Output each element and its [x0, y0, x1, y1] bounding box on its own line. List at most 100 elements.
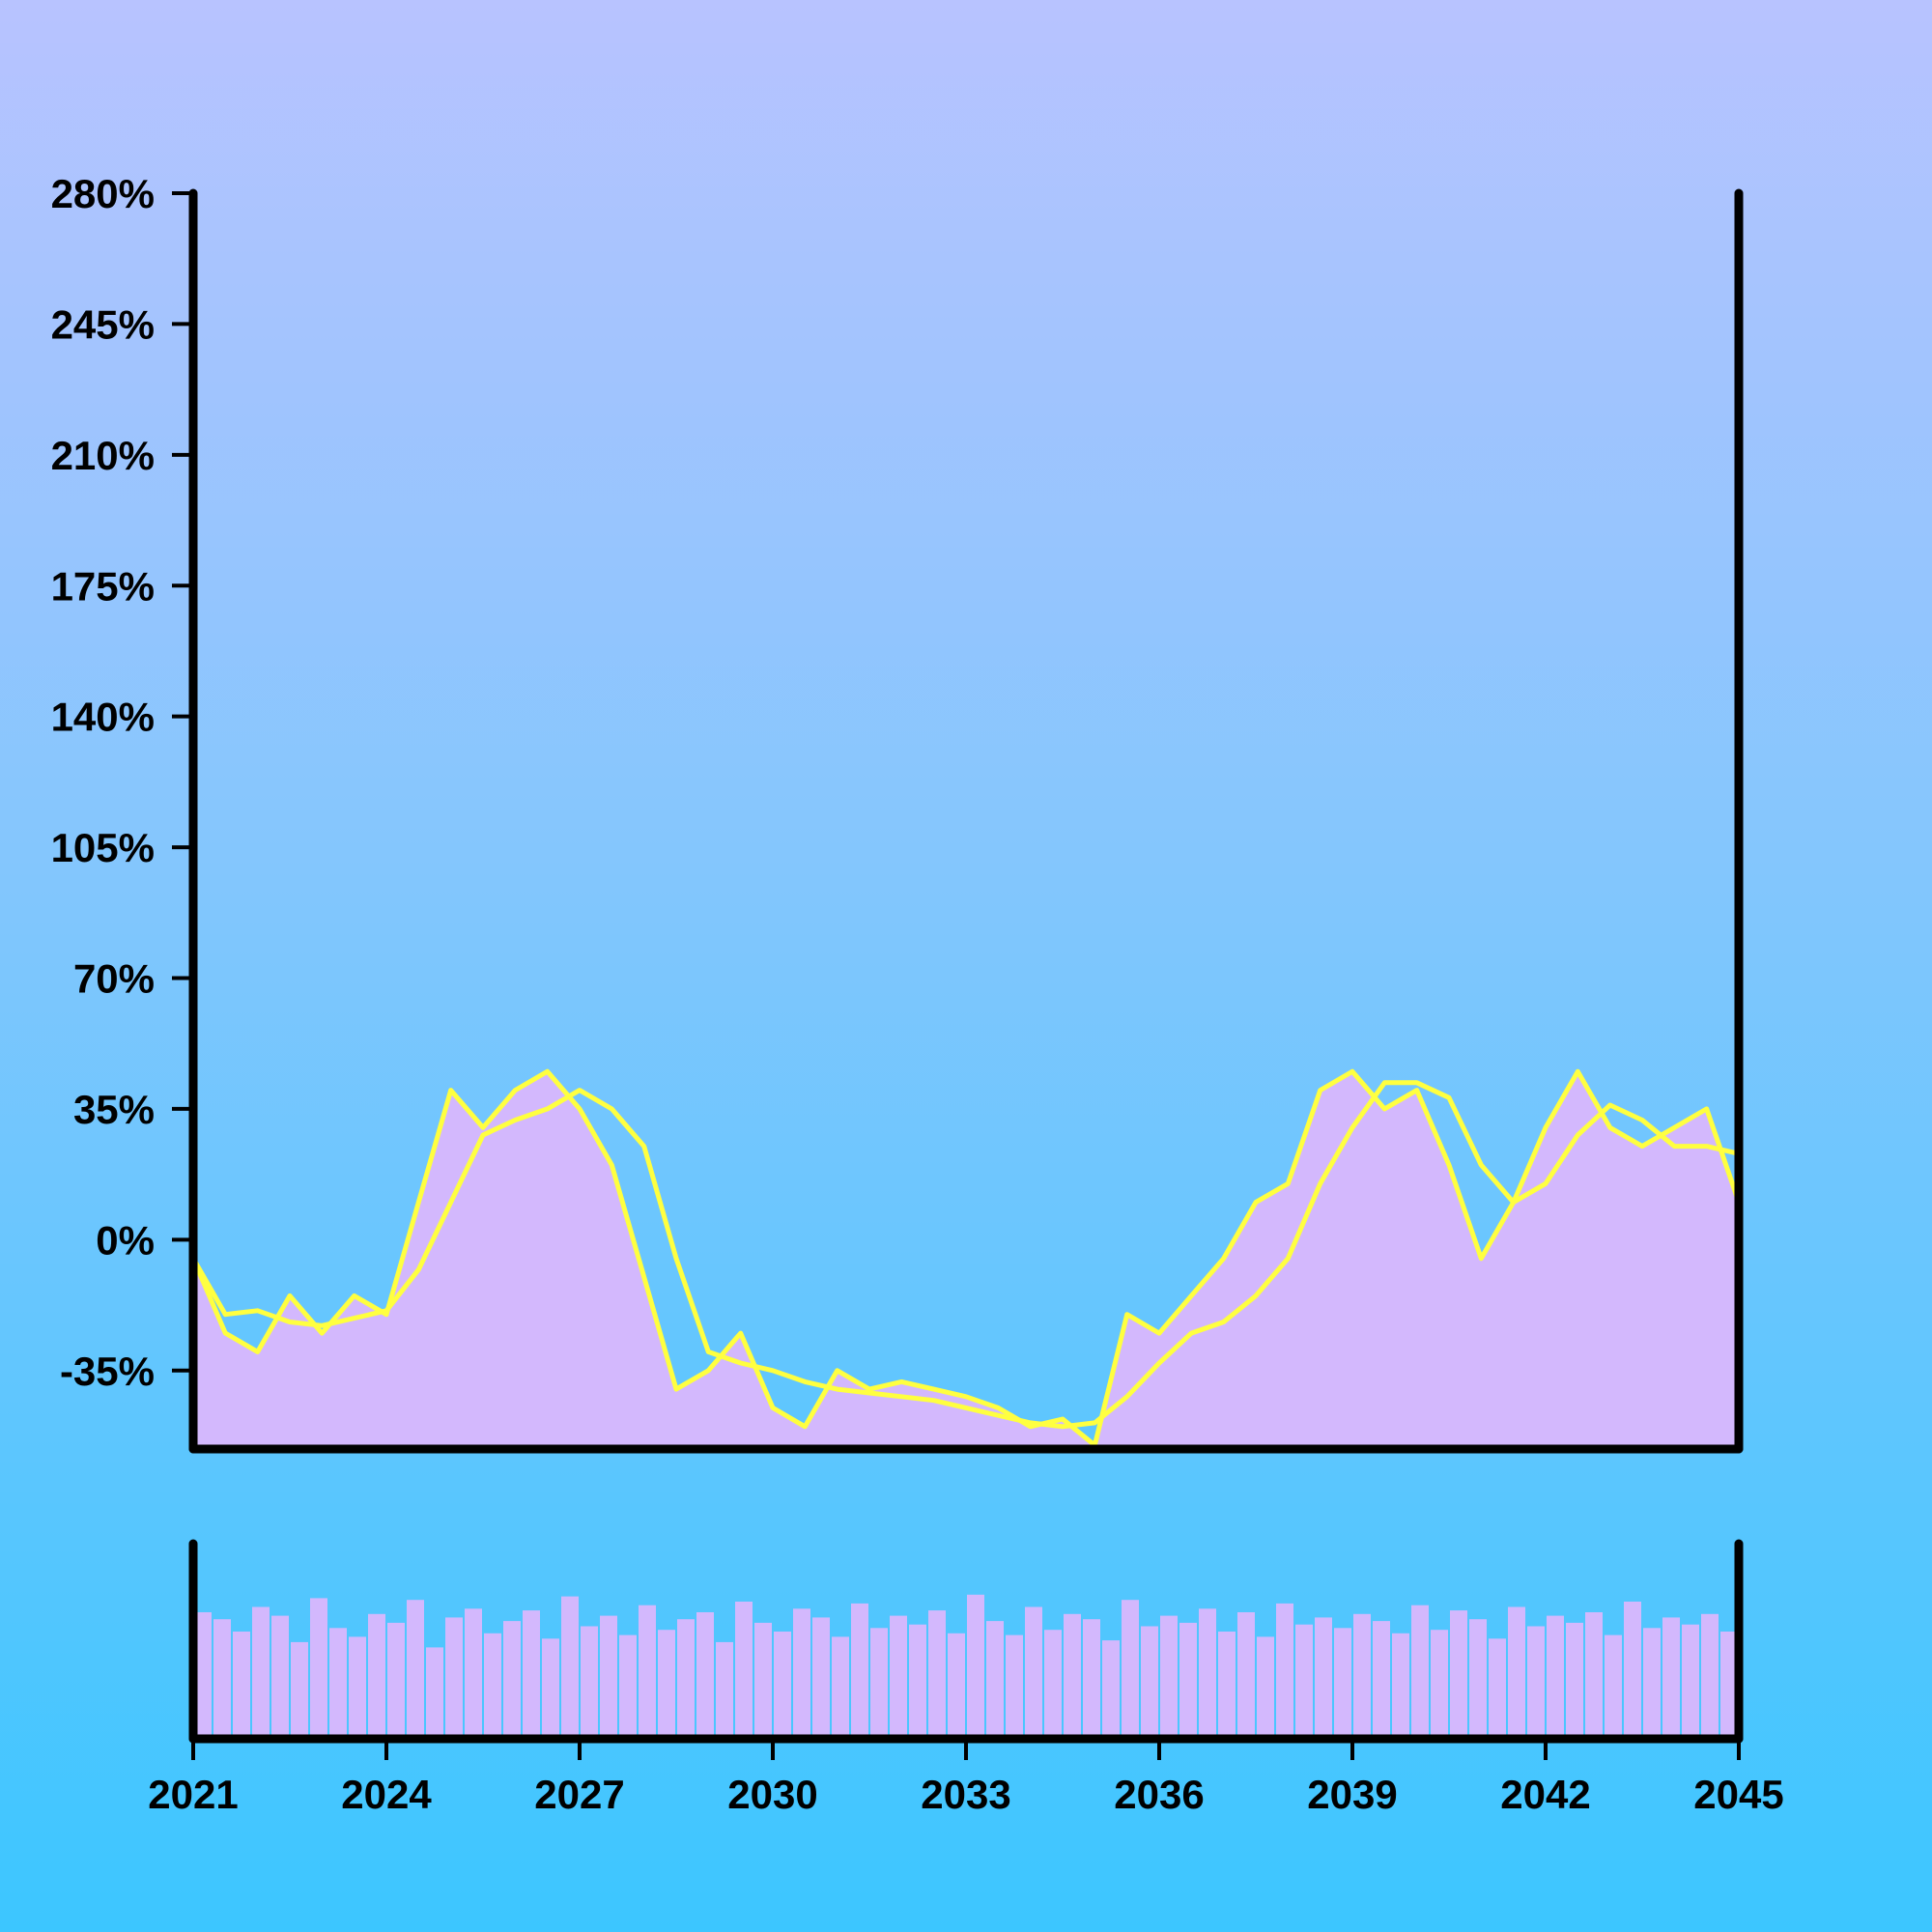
volume-bar [1102, 1640, 1120, 1739]
x-tick-label: 2024 [341, 1772, 432, 1817]
volume-bar [1179, 1622, 1197, 1739]
y-tick-label: 210% [51, 433, 155, 478]
y-tick-label: 35% [73, 1087, 155, 1132]
volume-bar [1469, 1619, 1487, 1739]
main-line-layer [190, 1080, 1740, 1430]
volume-bar [387, 1622, 405, 1739]
volume-bar [1334, 1628, 1351, 1739]
volume-bar [1218, 1632, 1236, 1739]
y-tick-label: -35% [60, 1349, 155, 1394]
volume-bar [1720, 1632, 1738, 1739]
volume-bar [1450, 1610, 1467, 1739]
volume-bar [252, 1606, 270, 1739]
x-tick-label: 2021 [148, 1772, 238, 1817]
volume-bar [658, 1630, 675, 1739]
volume-bar [677, 1619, 695, 1739]
volume-bar [812, 1617, 830, 1739]
volume-bar [696, 1612, 714, 1739]
volume-bar [542, 1638, 559, 1739]
volume-bar [600, 1615, 617, 1739]
volume-bar [1276, 1603, 1293, 1739]
volume-bar [1006, 1634, 1023, 1739]
volume-bar [928, 1610, 946, 1739]
volume-bar [1199, 1608, 1216, 1739]
line-series [190, 1080, 1740, 1430]
volume-bar [1682, 1624, 1699, 1739]
volume-bar [832, 1636, 849, 1739]
volume-bar [194, 1612, 212, 1739]
volume-bar [1411, 1605, 1429, 1739]
y-tick-label: 70% [73, 956, 155, 1002]
labels-layer: -35% 0% 35% 70% 105% 140% 175% 210% 245% 280% 2021… [51, 171, 1784, 1817]
volume-bar [523, 1610, 540, 1739]
volume-bar [484, 1633, 501, 1739]
volume-bar [1257, 1636, 1274, 1739]
y-tick-label: 0% [96, 1217, 155, 1263]
volume-bar [213, 1619, 231, 1739]
volume-bar [271, 1615, 289, 1739]
axes-layer [172, 188, 1744, 1760]
volume-bar [1044, 1630, 1062, 1739]
volume-bar [349, 1636, 366, 1739]
volume-bar [1122, 1600, 1139, 1739]
volume-bar [754, 1622, 772, 1739]
x-tick-label: 2030 [727, 1772, 817, 1817]
volume-bar [1025, 1606, 1042, 1739]
volume-bar [909, 1624, 926, 1739]
volume-bar [1083, 1619, 1100, 1739]
volume-bar [1431, 1630, 1448, 1739]
area-series-fill [193, 1071, 1739, 1449]
volume-bar [1585, 1612, 1603, 1739]
volume-bar [1392, 1633, 1409, 1739]
volume-bar [619, 1634, 637, 1739]
volume-bar [735, 1602, 753, 1739]
volume-bar [1643, 1628, 1661, 1739]
volume-layer [194, 1594, 1738, 1739]
volume-bar [1353, 1613, 1371, 1739]
x-tick-label: 2042 [1500, 1772, 1590, 1817]
volume-bar [1605, 1634, 1622, 1739]
y-tick-label: 105% [51, 825, 155, 870]
volume-bar [407, 1600, 424, 1739]
volume-bar [1237, 1612, 1255, 1739]
volume-bar [1373, 1621, 1390, 1739]
volume-bar [967, 1594, 984, 1739]
volume-bar [774, 1632, 791, 1739]
volume-bar [851, 1603, 868, 1739]
volume-bar [503, 1621, 521, 1739]
volume-bar [426, 1647, 443, 1739]
x-tick-label: 2036 [1114, 1772, 1204, 1817]
y-tick-label: 175% [51, 563, 155, 609]
volume-bar [329, 1628, 347, 1739]
y-tick-label: 280% [51, 171, 155, 216]
volume-bar [1547, 1615, 1564, 1739]
y-tick-label: 140% [51, 695, 155, 740]
volume-bar [561, 1596, 579, 1739]
x-tick-label: 2033 [921, 1772, 1010, 1817]
volume-bar [948, 1633, 965, 1739]
x-tick-label: 2039 [1307, 1772, 1397, 1817]
volume-bar [986, 1621, 1004, 1739]
volume-bar [1489, 1638, 1506, 1739]
volume-bar [1527, 1626, 1545, 1739]
volume-bar [1662, 1617, 1680, 1739]
volume-bar [890, 1615, 907, 1739]
y-tick-label: 245% [51, 301, 155, 347]
volume-bar [716, 1641, 733, 1739]
volume-bar [1160, 1615, 1178, 1739]
volume-bar [291, 1641, 308, 1739]
volume-bar [1315, 1617, 1332, 1739]
volume-bar [1295, 1624, 1313, 1739]
volume-bar [870, 1628, 888, 1739]
volume-bar [581, 1626, 598, 1739]
volume-bar [639, 1605, 656, 1739]
volume-bar [233, 1632, 250, 1739]
x-tick-label: 2045 [1693, 1772, 1783, 1817]
volume-bar [445, 1617, 463, 1739]
volume-bar [465, 1608, 482, 1739]
volume-bar [1141, 1626, 1158, 1739]
area-series-outline [190, 1068, 1742, 1448]
volume-bar [368, 1613, 385, 1739]
